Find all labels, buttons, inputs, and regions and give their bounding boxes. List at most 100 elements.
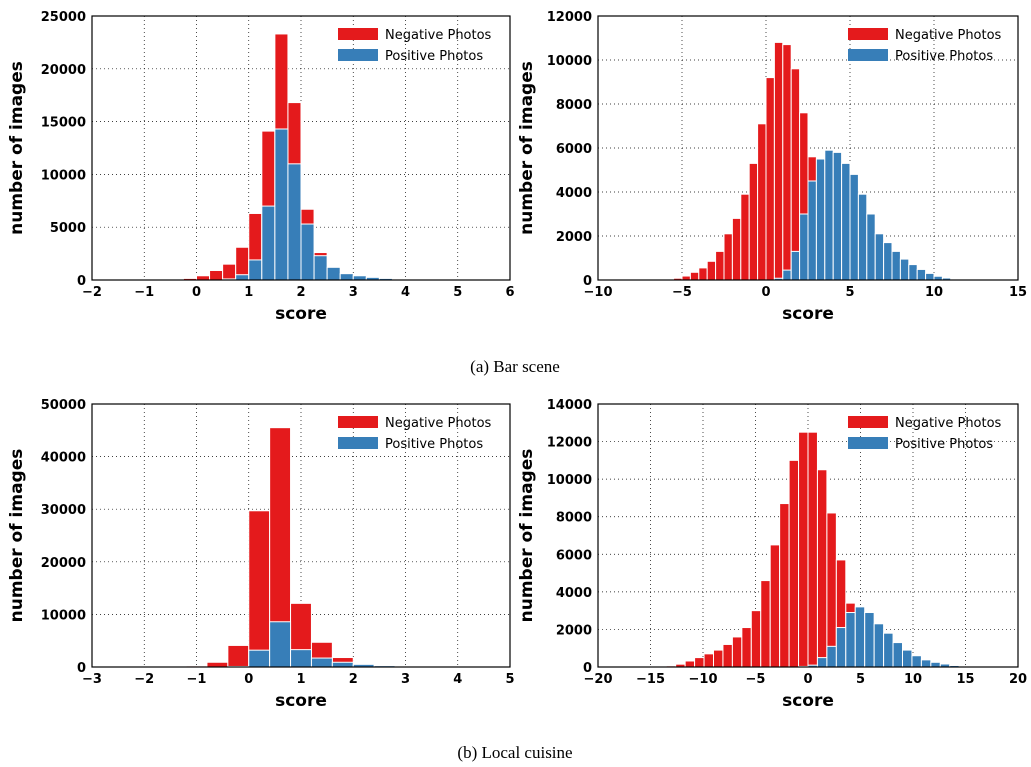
y-tick-label: 6000 [556,142,592,157]
x-tick-label: −3 [82,672,102,687]
negative-legend-swatch [848,416,888,428]
negative-bar [790,68,801,281]
negative-bar [769,544,781,668]
x-tick-label: 4 [453,672,462,687]
legend-label: Negative Photos [385,28,492,43]
positive-bar [248,259,263,281]
negative-bar [706,260,717,281]
chart-panel-1: −2 −1 0 1 2 3 4 5 6 0 5000 10000 15000 20000 25000 scor… [7,10,515,324]
negative-bar [222,263,237,281]
y-tick-label: 12000 [547,436,592,451]
y-tick-label: 4000 [556,586,592,601]
x-tick-label: −5 [746,672,766,687]
x-tick-label: −1 [134,285,154,300]
negative-bar [807,431,818,668]
legend-label: Negative Photos [895,416,1002,431]
negative-legend-swatch [338,28,378,40]
negative-bar [209,269,224,281]
x-tick-label: 4 [401,285,410,300]
x-tick-label: 3 [401,672,410,687]
positive-bar [313,255,328,281]
x-tick-label: 0 [803,672,812,687]
axes-frame [597,15,1019,281]
positive-bar [908,264,918,281]
y-tick-label: 6000 [556,548,592,563]
positive-bar [874,233,885,281]
x-tick-label: −15 [636,672,665,687]
negative-bar [826,512,837,668]
positive-bar [930,661,941,668]
negative-bar [750,610,762,668]
positive-bar [920,659,932,668]
y-tick-label: 0 [77,661,86,676]
negative-bar [248,510,271,668]
x-tick-label: 2 [349,672,358,687]
axes-frame [91,15,511,281]
positive-bar [845,612,856,668]
positive-bar [807,180,817,281]
x-tick-label: −2 [82,285,102,300]
x-tick-label: 6 [505,285,514,300]
negative-bar [689,271,700,281]
x-tick-label: −1 [187,672,207,687]
positive-bar [310,657,333,668]
x-axis-label: score [275,691,327,711]
positive-bar [925,272,935,281]
x-tick-label: 3 [349,285,358,300]
negative-legend-swatch [338,416,378,428]
chart-panel-4: −20 −15 −10 −5 0 5 10 15 20 0 2000 4000 6000 8000 1000… [517,398,1027,711]
negative-bar [722,643,733,668]
positive-bar [269,621,292,668]
y-tick-label: 14000 [547,398,592,413]
x-tick-label: 0 [761,285,770,300]
y-tick-label: 8000 [556,511,592,526]
positive-bar [339,273,354,281]
positive-bar [891,250,901,281]
x-tick-label: 10 [925,285,943,300]
positive-bar [326,266,341,281]
x-tick-label: 5 [856,672,865,687]
y-axis-label: number of images [7,61,27,235]
positive-bar [892,642,903,668]
axes-frame [597,403,1019,668]
positive-bar [352,275,367,281]
negative-bar [782,44,792,281]
x-tick-label: 2 [296,285,305,300]
y-tick-label: 2000 [556,623,592,638]
y-tick-label: 15000 [41,116,86,131]
legend-label: Negative Photos [895,28,1002,43]
legend-label: Negative Photos [385,416,492,431]
x-axis-label: score [782,304,834,324]
negative-bar [773,41,784,281]
negative-bar [694,657,705,668]
y-tick-label: 50000 [41,398,86,413]
positive-bar [857,193,868,281]
legend-label: Positive Photos [385,49,483,64]
positive-bar [815,158,826,281]
chart-panel-3: −3 −2 −1 0 1 2 3 4 5 0 10000 20000 30000 40000 50000 sc… [7,398,515,711]
negative-bar [816,469,828,668]
y-tick-label: 12000 [547,10,592,25]
positive-bar [274,128,289,281]
y-tick-label: 2000 [556,230,592,245]
x-tick-label: 1 [296,672,305,687]
positive-bar [824,149,834,281]
y-tick-label: 10000 [41,168,86,183]
x-tick-label: −10 [584,285,613,300]
x-tick-label: 10 [904,672,922,687]
y-tick-label: 0 [583,274,592,289]
positive-bar [790,250,801,281]
negative-bar [713,649,724,668]
negative-bar [723,233,733,281]
positive-bar [899,258,910,281]
negative-bar [731,636,743,668]
x-tick-label: 0 [192,285,201,300]
x-axis-label: score [782,691,834,711]
negative-bar [757,123,767,281]
legend-label: Positive Photos [385,437,483,452]
x-tick-label: 20 [1009,672,1027,687]
positive-legend-swatch [338,49,378,61]
positive-bar [916,268,927,281]
positive-bar [841,162,851,281]
chart-panel-2: −10 −5 0 5 10 15 0 2000 4000 6000 8000 10000 12000 sc… [517,10,1027,324]
